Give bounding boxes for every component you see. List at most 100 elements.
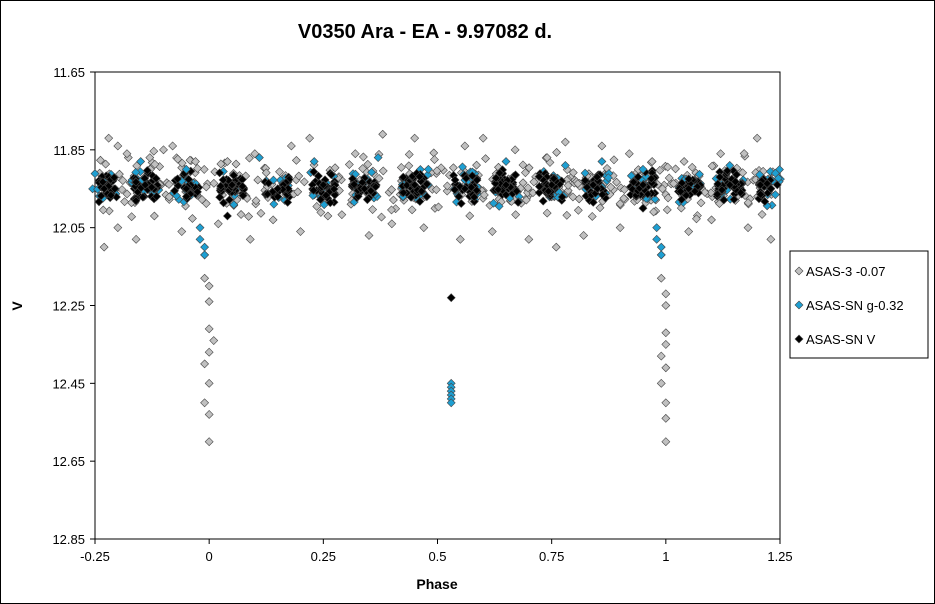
asassn-v-band-point bbox=[469, 192, 479, 202]
asassn-v-band-point bbox=[106, 190, 116, 200]
series-0-point bbox=[752, 133, 762, 143]
series-0-point bbox=[204, 297, 214, 307]
asas3-band-point bbox=[430, 155, 439, 165]
data-points bbox=[99, 129, 780, 447]
series-2-point bbox=[684, 184, 694, 194]
asassn-v-band-point bbox=[131, 196, 141, 206]
asas3-band-point bbox=[404, 150, 414, 159]
asas3-band-point bbox=[293, 187, 303, 197]
asassn-v-band-point bbox=[760, 197, 770, 206]
x-tick-label: 0.5 bbox=[428, 549, 446, 564]
asas3-band-point bbox=[606, 182, 616, 192]
series-0-point bbox=[661, 398, 671, 408]
asas3-band-point bbox=[253, 175, 263, 185]
asassn-v-band-point bbox=[151, 174, 161, 183]
asassn-g-band-point bbox=[229, 200, 239, 210]
asassn-v-band-point bbox=[681, 190, 691, 200]
series-2-point bbox=[766, 184, 776, 194]
asassn-v-band-point bbox=[131, 177, 141, 187]
series-0-point bbox=[378, 129, 388, 139]
asas3-band-point bbox=[387, 205, 396, 215]
asas3-band-point bbox=[187, 214, 197, 223]
asassn-v-band-point bbox=[512, 186, 522, 196]
series-0-point bbox=[104, 133, 114, 143]
legend-marker bbox=[794, 300, 804, 310]
asassn-v-band-point bbox=[325, 198, 335, 208]
series-0-point bbox=[743, 223, 753, 233]
asas3-band-point bbox=[122, 189, 132, 199]
series-0-point bbox=[209, 336, 219, 345]
y-axis-label: V bbox=[9, 301, 25, 311]
asassn-v-band-point bbox=[450, 175, 460, 185]
series-1-point bbox=[195, 223, 205, 233]
asas3-band-point bbox=[552, 147, 562, 157]
asassn-g-band-point bbox=[489, 198, 499, 208]
asassn-v-band-point bbox=[215, 192, 225, 202]
asassn-v-band-point bbox=[513, 197, 523, 207]
asassn-v-band-point bbox=[402, 180, 412, 190]
x-tick-label: -0.25 bbox=[80, 549, 110, 564]
x-tick-label: 1 bbox=[662, 549, 669, 564]
asassn-v-band-point bbox=[467, 171, 477, 181]
asassn-v-band-point bbox=[326, 170, 336, 180]
series-1-point bbox=[446, 398, 456, 408]
asas3-band-point bbox=[407, 205, 417, 215]
asassn-v-band-point bbox=[472, 185, 482, 195]
asassn-v-band-point bbox=[415, 172, 424, 182]
series-0-point bbox=[656, 378, 666, 388]
x-tick-label: 1.25 bbox=[767, 549, 792, 564]
asas3-band-point bbox=[563, 181, 573, 190]
asas3-band-point bbox=[344, 160, 354, 169]
series-0-point bbox=[661, 328, 671, 338]
asas3-band-point bbox=[542, 208, 552, 218]
asassn-v-band-point bbox=[543, 186, 553, 196]
x-tick-label: 0.25 bbox=[311, 549, 336, 564]
series-0-point bbox=[323, 211, 333, 221]
series-0-point bbox=[200, 359, 210, 369]
asassn-v-band-point bbox=[557, 192, 567, 202]
series-0-point bbox=[168, 141, 178, 151]
series-2-point bbox=[410, 180, 420, 190]
series-0-point bbox=[661, 301, 671, 310]
series-0-point bbox=[204, 281, 214, 291]
asas3-band-point bbox=[615, 199, 625, 209]
series-1-point bbox=[656, 250, 666, 260]
asassn-v-band-point bbox=[629, 177, 638, 187]
asassn-v-band-point bbox=[273, 192, 283, 202]
asassn-v-band-point bbox=[534, 182, 544, 191]
asassn-v-band-point bbox=[142, 166, 152, 175]
asassn-v-band-point bbox=[588, 197, 598, 207]
series-0-point bbox=[204, 437, 214, 447]
asas3-band-point bbox=[568, 168, 578, 178]
asas3-band-point bbox=[96, 155, 105, 165]
series-0-point bbox=[656, 351, 666, 361]
legend-label: ASAS-3 -0.07 bbox=[806, 264, 886, 279]
series-0-point bbox=[223, 157, 232, 166]
asas3-band-point bbox=[529, 177, 539, 187]
y-tick-label: 12.05 bbox=[52, 221, 85, 236]
asas3-band-point bbox=[707, 161, 717, 171]
asas3-band-point bbox=[316, 208, 326, 217]
asassn-v-band-point bbox=[772, 180, 782, 190]
asas3-band-point bbox=[431, 185, 441, 195]
asas3-band-point bbox=[518, 160, 528, 170]
asas3-band-point bbox=[378, 166, 388, 176]
series-2-point bbox=[460, 184, 470, 194]
asas3-band-point bbox=[587, 212, 597, 221]
series-0-point bbox=[245, 234, 255, 244]
legend-label: ASAS-SN V bbox=[806, 332, 876, 347]
asassn-v-band-point bbox=[329, 184, 339, 194]
asassn-v-band-point bbox=[677, 195, 686, 204]
series-2-point bbox=[223, 211, 232, 221]
series-2-point bbox=[181, 184, 191, 194]
asassn-v-band-point bbox=[219, 198, 229, 208]
asas3-band-point bbox=[330, 163, 340, 173]
series-0-point bbox=[250, 149, 260, 159]
series-0-point bbox=[661, 339, 671, 349]
asas3-band-point bbox=[101, 159, 111, 169]
asassn-v-band-point bbox=[495, 168, 505, 178]
series-2-point bbox=[273, 184, 283, 194]
asassn-v-band-point bbox=[491, 173, 501, 183]
series-0-point bbox=[131, 234, 141, 244]
series-0-point bbox=[679, 157, 689, 166]
